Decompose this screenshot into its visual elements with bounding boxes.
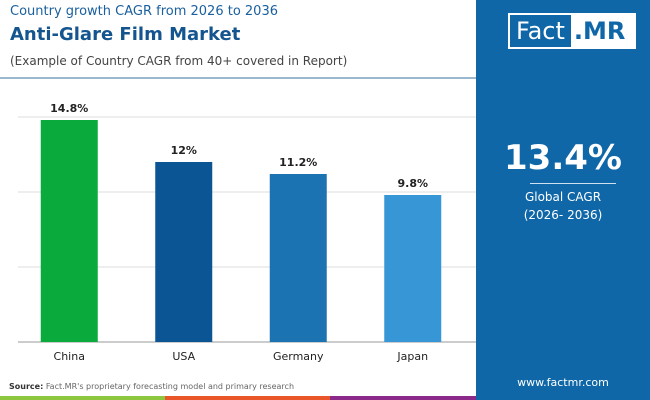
bar-japan	[384, 195, 442, 342]
bar-usa	[155, 162, 213, 342]
bar-china	[40, 120, 98, 342]
global-cagr-text: Global CAGR	[524, 190, 602, 204]
color-strip-green	[0, 396, 165, 400]
global-cagr-label: Global CAGR (2026- 2036)	[476, 188, 650, 224]
color-strip-purple	[330, 396, 476, 400]
x-tick-label: Germany	[273, 350, 324, 363]
source-note: Source: Fact.MR's proprietary forecastin…	[9, 382, 294, 391]
chart-title: Anti-Glare Film Market	[10, 24, 241, 45]
summary-divider	[530, 183, 616, 184]
x-tick-label: China	[54, 350, 85, 363]
global-cagr-period: (2026- 2036)	[523, 208, 603, 222]
chart-subtitle: Country growth CAGR from 2026 to 2036	[10, 4, 278, 19]
x-tick-label: Japan	[396, 350, 428, 363]
source-text: Fact.MR's proprietary forecasting model …	[45, 382, 295, 391]
bar-chart: 14.8% China 12% USA 11.2% Germany 9.8% Japan	[18, 102, 476, 363]
factmr-logo: Fact .MR	[508, 13, 636, 49]
logo-text-mr: .MR	[573, 17, 626, 45]
bar-germany	[269, 174, 327, 342]
chart-note: (Example of Country CAGR from 40+ covere…	[10, 54, 348, 68]
data-label: 11.2%	[279, 156, 317, 169]
global-cagr-value: 13.4%	[504, 138, 622, 178]
data-label: 12%	[171, 144, 197, 157]
logo-text-fact: Fact	[510, 15, 571, 47]
color-strip-orange	[165, 396, 330, 400]
source-label: Source:	[9, 382, 44, 391]
data-label: 9.8%	[397, 177, 428, 190]
summary-panel	[476, 0, 650, 400]
divider	[0, 77, 476, 79]
x-tick-label: USA	[172, 350, 195, 363]
data-label: 14.8%	[50, 102, 88, 115]
website-url: www.factmr.com	[517, 376, 609, 389]
